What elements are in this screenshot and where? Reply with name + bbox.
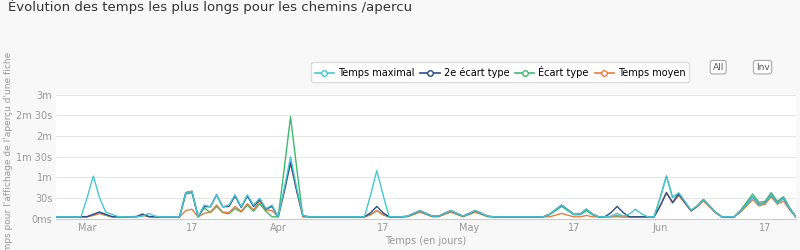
Text: Inv: Inv [756,63,770,72]
Legend: Temps maximal, 2e écart type, Écart type, Temps moyen: Temps maximal, 2e écart type, Écart type… [310,62,690,82]
X-axis label: Temps (en jours): Temps (en jours) [386,236,466,246]
Y-axis label: Temps pour l'affichage de l'aperçu d'une fiche: Temps pour l'affichage de l'aperçu d'une… [4,52,13,250]
Text: All: All [713,63,724,72]
Text: Évolution des temps les plus longs pour les chemins /apercu: Évolution des temps les plus longs pour … [8,0,412,14]
